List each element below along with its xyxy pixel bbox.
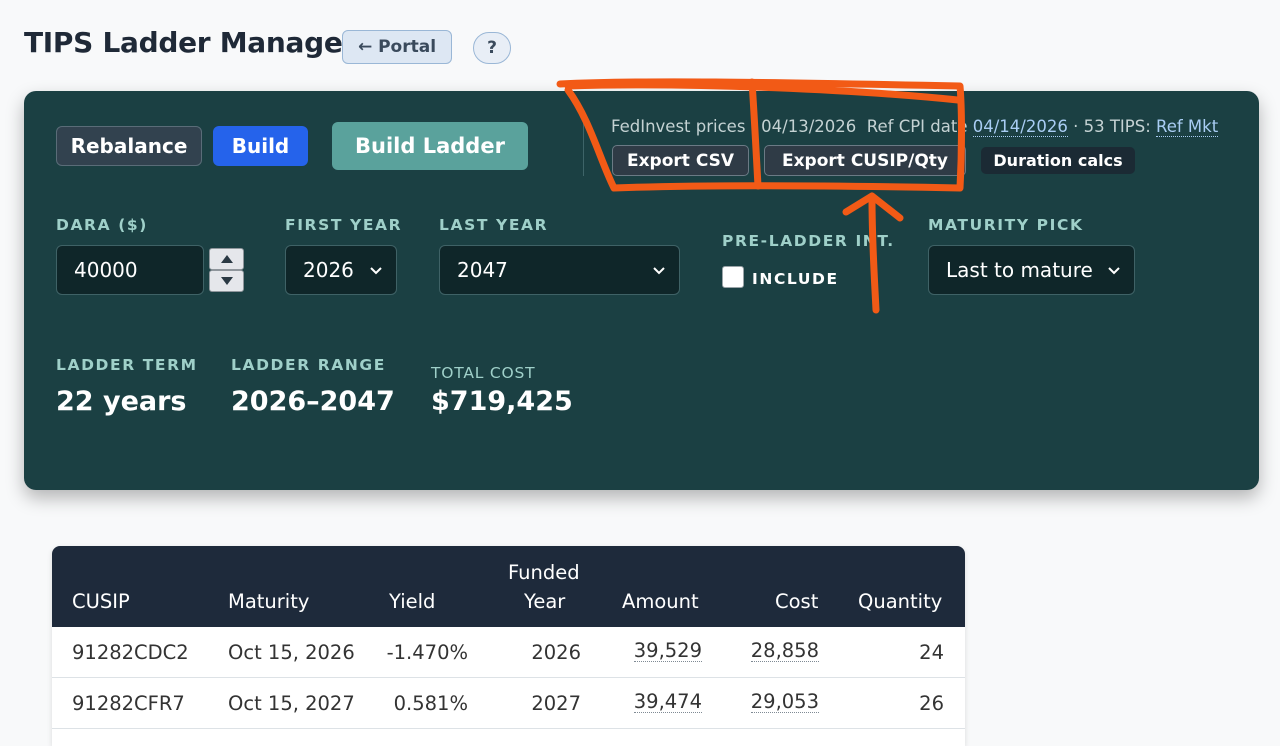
ladder-range-label: LADDER RANGE (231, 356, 386, 374)
maturity-pick-label: MATURITY PICK (928, 216, 1084, 234)
table-row[interactable]: 91282CFR7 Oct 15, 2027 0.581% 2027 39,47… (52, 678, 965, 729)
dara-decrement-button[interactable] (209, 270, 244, 292)
cell-quantity: 26 (919, 692, 944, 715)
ladder-term-value: 22 years (56, 386, 187, 417)
cell-funded-year: 2026 (531, 641, 581, 664)
col-funded[interactable]: Funded (508, 561, 580, 584)
cell-maturity: Oct 15, 2026 (228, 641, 355, 664)
cell-cost[interactable]: 28,858 (750, 639, 819, 662)
dara-input[interactable]: 40000 (56, 245, 204, 295)
include-label: INCLUDE (752, 270, 839, 288)
col-yield[interactable]: Yield (389, 590, 436, 613)
pre-ladder-label: PRE-LADDER INT. (722, 232, 895, 250)
chevron-down-icon (1108, 267, 1120, 275)
include-pre-ladder-checkbox[interactable] (722, 266, 744, 288)
cell-yield: 0.581% (393, 692, 468, 715)
refcpi-label: Ref CPI date (856, 117, 973, 136)
col-cusip[interactable]: CUSIP (72, 590, 130, 613)
ref-mkt-link[interactable]: Ref Mkt (1156, 117, 1219, 137)
help-button[interactable]: ? (473, 32, 511, 64)
col-quantity[interactable]: Quantity (858, 590, 943, 613)
cell-cusip: 91282CFR7 (72, 692, 185, 715)
col-funded-year[interactable]: Year (524, 590, 566, 613)
rebalance-button[interactable]: Rebalance (56, 126, 202, 166)
build-button[interactable]: Build (213, 126, 308, 166)
refcpi-date-link[interactable]: 04/14/2026 (972, 117, 1068, 137)
build-ladder-button[interactable]: Build Ladder (332, 122, 528, 170)
dara-increment-button[interactable] (209, 248, 244, 270)
cell-cusip: 91282CDC2 (72, 641, 189, 664)
col-maturity[interactable]: Maturity (228, 590, 310, 613)
cell-cost[interactable]: 29,053 (750, 690, 819, 713)
total-cost-value: $719,425 (431, 386, 573, 417)
price-date: 04/13/2026 (761, 117, 857, 136)
last-year-label: LAST YEAR (439, 216, 549, 234)
cell-amount[interactable]: 39,529 (633, 639, 702, 662)
total-cost-label: TOTAL COST (431, 364, 536, 382)
portal-button[interactable]: ← Portal (342, 30, 452, 64)
cell-quantity: 24 (919, 641, 944, 664)
cell-yield: -1.470% (386, 641, 468, 664)
ladder-table: CUSIP Maturity Yield Funded Year Amount … (52, 546, 965, 746)
page-title: TIPS Ladder Manager (24, 26, 357, 59)
duration-calcs-button[interactable]: Duration calcs (981, 147, 1135, 174)
col-amount[interactable]: Amount (622, 590, 699, 613)
table-header: CUSIP Maturity Yield Funded Year Amount … (52, 546, 965, 627)
chevron-down-icon (370, 267, 382, 275)
first-year-select[interactable]: 2026 (285, 245, 397, 295)
last-year-value: 2047 (457, 258, 508, 282)
maturity-pick-value: Last to mature (946, 258, 1093, 282)
table-row[interactable]: 91282CDC2 Oct 15, 2026 -1.470% 2026 39,5… (52, 627, 965, 678)
price-source-text: FedInvest prices · (611, 117, 762, 136)
cell-maturity: Oct 15, 2027 (228, 692, 355, 715)
col-cost[interactable]: Cost (775, 590, 819, 613)
tips-count-text: · 53 TIPS: (1067, 117, 1156, 136)
cell-funded-year: 2027 (531, 692, 581, 715)
triangle-down-icon (220, 277, 233, 285)
triangle-up-icon (220, 255, 233, 263)
price-info-line: FedInvest prices · 04/13/2026 Ref CPI da… (611, 117, 1219, 137)
ladder-range-value: 2026–2047 (231, 386, 395, 417)
first-year-value: 2026 (303, 258, 354, 282)
cell-amount[interactable]: 39,474 (633, 690, 702, 713)
export-cusip-qty-button[interactable]: Export CUSIP/Qty (764, 145, 966, 176)
ladder-term-label: LADDER TERM (56, 356, 198, 374)
chevron-down-icon (653, 267, 665, 275)
maturity-pick-select[interactable]: Last to mature (928, 245, 1135, 295)
export-csv-button[interactable]: Export CSV (612, 145, 749, 176)
last-year-select[interactable]: 2047 (439, 245, 680, 295)
first-year-label: FIRST YEAR (285, 216, 403, 234)
dara-label: DARA ($) (56, 216, 148, 234)
toolbar-divider (583, 118, 584, 176)
